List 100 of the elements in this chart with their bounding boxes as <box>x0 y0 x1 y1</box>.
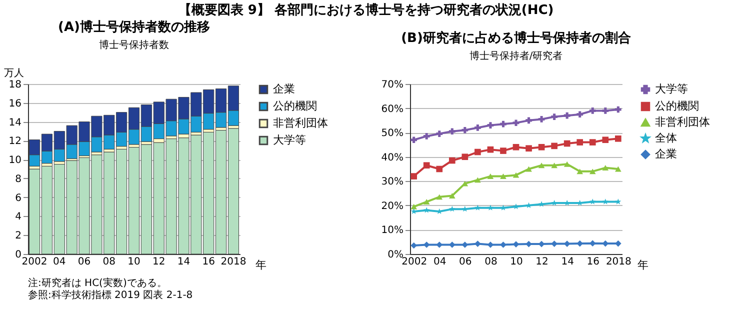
point <box>564 112 570 119</box>
y-tick-label: 40% <box>381 152 404 164</box>
x-tick-label: 06 <box>459 256 472 268</box>
legend-label: 大学等 <box>655 82 688 96</box>
y-tick-label: 0% <box>388 250 404 260</box>
point <box>500 174 506 180</box>
legend-label: 非営利団体 <box>273 116 328 130</box>
point <box>448 128 456 135</box>
chart-title: (B)研究者に占める博士号保持者の割合 <box>401 30 631 46</box>
x-tick-label: 06 <box>78 256 91 268</box>
y-tick-label: 50% <box>381 128 404 140</box>
point <box>551 114 558 120</box>
y-axis-title: 万人 <box>4 68 24 79</box>
point <box>538 162 545 168</box>
y-tick-label: 70% <box>381 80 404 90</box>
point <box>576 168 584 174</box>
point <box>551 162 558 168</box>
point <box>487 174 494 180</box>
point <box>526 166 532 172</box>
y-tick-label: 12 <box>8 136 22 148</box>
point <box>512 241 520 248</box>
point <box>487 242 494 248</box>
point <box>436 242 443 248</box>
y-tick-label: 20% <box>381 200 404 212</box>
legend-label: 企業 <box>655 148 677 160</box>
point <box>512 120 520 126</box>
x-tick-label: 14 <box>177 256 190 268</box>
x-tick-label: 2002 <box>22 256 48 268</box>
point <box>576 139 584 146</box>
x-tick-label: 04 <box>53 256 66 268</box>
point <box>448 157 456 164</box>
chart-title: (A)博士号保持者数の推移 <box>58 19 210 35</box>
point <box>423 133 430 140</box>
point <box>576 111 584 118</box>
point <box>410 242 417 249</box>
point <box>448 192 456 198</box>
point <box>512 144 520 150</box>
y-tick-label: 8 <box>15 174 22 185</box>
point <box>602 136 609 144</box>
text: 参照:科学技術指標 2019 図表 2-1-8 <box>28 289 193 301</box>
y-tick-label: 18 <box>8 80 22 90</box>
point <box>526 145 532 152</box>
point <box>551 142 558 150</box>
x-axis-title: 年 <box>638 258 648 272</box>
point <box>564 161 570 167</box>
legend-label: 公的機関 <box>655 100 699 112</box>
legend-label: 公的機関 <box>273 100 317 112</box>
point <box>448 242 456 248</box>
y-tick-label: 14 <box>8 117 22 128</box>
point <box>526 240 532 248</box>
point <box>564 140 570 147</box>
point <box>615 166 622 172</box>
point <box>538 240 545 248</box>
point <box>589 139 596 146</box>
legend-label: 企業 <box>273 82 295 96</box>
point <box>615 240 622 247</box>
point <box>512 172 520 178</box>
point <box>410 136 417 144</box>
point <box>538 144 545 150</box>
y-tick-label: 6 <box>15 192 22 204</box>
legend-label: 非営利団体 <box>655 116 710 128</box>
point <box>487 146 494 153</box>
point <box>589 240 596 246</box>
x-tick-label: 2018 <box>220 256 246 268</box>
point <box>462 242 468 248</box>
point <box>424 207 430 213</box>
point <box>615 135 622 142</box>
y-tick-label: 60% <box>381 104 404 115</box>
point <box>474 124 481 131</box>
text: 注:研究者は HC(実数)である。 <box>28 277 167 289</box>
x-tick-label: 2002 <box>402 256 428 268</box>
point <box>423 242 430 248</box>
point <box>423 199 430 205</box>
x-tick-label: 16 <box>202 256 215 268</box>
x-tick-label: 12 <box>152 256 166 268</box>
point <box>474 204 481 210</box>
x-axis-title: 年 <box>256 258 266 272</box>
x-tick-label: 04 <box>434 256 446 268</box>
point <box>538 116 545 122</box>
point <box>474 148 481 156</box>
point <box>615 106 622 113</box>
point <box>500 120 506 128</box>
x-tick-label: 08 <box>102 256 116 268</box>
point <box>410 173 417 180</box>
y-tick-label: 16 <box>8 98 22 110</box>
y-tick-label: 0 <box>15 250 22 260</box>
y-tick-label: 10% <box>381 225 404 236</box>
point <box>589 168 596 174</box>
point <box>590 198 596 204</box>
x-tick-label: 08 <box>484 256 498 268</box>
point <box>436 130 443 137</box>
x-tick-label: 2018 <box>606 256 632 268</box>
x-tick-label: 14 <box>561 256 574 268</box>
point <box>410 204 417 210</box>
text: 【概要図表 9】 各部門における博士号を持つ研究者の状況(HC) <box>178 2 554 18</box>
point <box>474 177 481 183</box>
point <box>436 166 443 172</box>
y-tick-label: 4 <box>15 212 22 223</box>
point <box>500 148 506 154</box>
x-tick-label: 16 <box>586 256 600 268</box>
